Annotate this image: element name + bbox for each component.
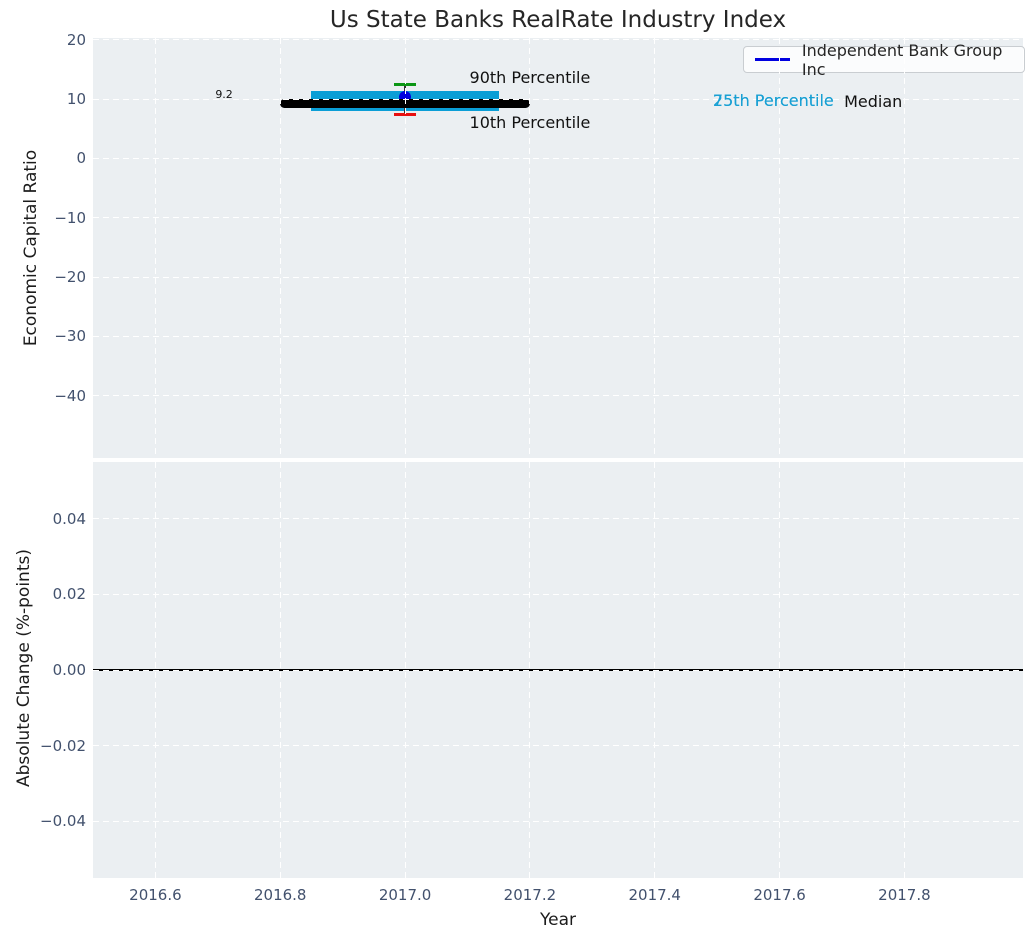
y-tick-label: −40 [54, 386, 86, 405]
y-tick-label: 0.04 [52, 509, 86, 528]
x-tick-label: 2017.4 [628, 886, 681, 904]
median-label: Median [844, 91, 903, 111]
gridline-vertical [404, 38, 406, 458]
gridline-vertical [279, 38, 281, 458]
gridline-horizontal [93, 395, 1023, 397]
gridline-horizontal [93, 518, 1023, 520]
p90-label: 90th Percentile [469, 67, 591, 87]
x-tick-label: 2016.8 [253, 886, 307, 904]
gridline-vertical [654, 38, 656, 458]
x-axis-label-year: Year [540, 910, 576, 930]
p10-label: 10th Percentile [469, 113, 591, 133]
p25-label: 25th Percentile [712, 90, 834, 110]
y-axis-label-economic-capital-ratio: Economic Capital Ratio [21, 149, 41, 347]
gridline-vertical [654, 462, 656, 878]
gridline-vertical [903, 462, 905, 878]
y-tick-label: −10 [54, 208, 86, 227]
gridline-vertical [154, 462, 156, 878]
y-tick-label: 10 [66, 90, 86, 109]
p75-label: 75th Percentile [712, 90, 834, 110]
gridline-horizontal [93, 98, 1023, 100]
gridline-horizontal [93, 820, 1023, 822]
legend-label: Independent Bank Group Inc [801, 40, 1003, 79]
x-tick-label: 2017.0 [378, 886, 432, 904]
gridline-vertical [279, 462, 281, 878]
legend-line-sample [755, 58, 790, 61]
gridline-horizontal [93, 745, 1023, 747]
y-tick-label: −0.04 [40, 812, 86, 831]
y-tick-label: 20 [66, 30, 86, 49]
x-tick-label: 2017.2 [503, 886, 557, 904]
gridline-horizontal [93, 335, 1023, 337]
gridline-vertical [903, 38, 905, 458]
median-value-label: 9.2 [215, 87, 233, 101]
bottom-plot-area [93, 462, 1023, 878]
gridline-horizontal [93, 39, 1023, 41]
legend: Independent Bank Group Inc [743, 41, 1025, 79]
gridline-horizontal [93, 593, 1023, 595]
y-tick-label: −0.02 [40, 736, 86, 755]
y-tick-label: 0.02 [52, 585, 86, 604]
gridline-vertical [779, 462, 781, 878]
gridline-horizontal [93, 276, 1023, 278]
x-tick-label: 2017.8 [878, 886, 931, 904]
y-tick-label: −30 [54, 327, 86, 346]
gridline-vertical [529, 462, 531, 878]
y-tick-label: 0 [76, 149, 86, 168]
chart-title: Us State Banks RealRate Industry Index [329, 7, 787, 33]
gridline-horizontal [93, 669, 1023, 671]
top-plot-area: Independent Bank Group Inc 9.2 90th Perce… [93, 38, 1025, 458]
gridline-vertical [529, 38, 531, 458]
gridline-vertical [154, 38, 156, 458]
y-tick-label: 0.00 [52, 661, 86, 679]
gridline-horizontal [93, 217, 1023, 219]
gridline-vertical [404, 462, 406, 878]
x-tick-label: 2017.6 [753, 886, 806, 904]
x-tick-label: 2016.6 [129, 886, 182, 904]
gridline-vertical [779, 38, 781, 458]
gridline-horizontal [93, 157, 1023, 159]
y-tick-label: −20 [54, 268, 86, 287]
